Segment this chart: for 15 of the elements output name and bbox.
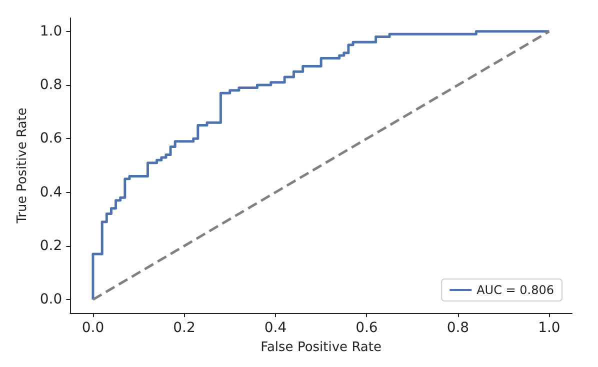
y-tick-label: 1.0	[40, 23, 62, 40]
y-tick-label: 0.6	[40, 130, 62, 147]
x-tick-label: 0.0	[82, 320, 104, 336]
x-tick-label: 0.4	[264, 320, 287, 336]
y-tick-label: 0.8	[40, 77, 62, 94]
y-tick-label: 0.4	[40, 184, 62, 200]
y-tick-label: 0.0	[40, 292, 62, 308]
x-tick-label: 0.8	[446, 320, 470, 336]
x-axis-title: False Positive Rate	[260, 340, 382, 355]
x-tick-label: 0.2	[173, 320, 196, 336]
y-axis-title: True Positive Rate	[15, 108, 30, 224]
x-tick-label: 1.0	[538, 320, 560, 336]
legend-label: AUC = 0.806	[476, 283, 554, 297]
y-tick-label: 0.2	[40, 238, 62, 254]
x-tick-label: 0.6	[356, 320, 378, 336]
